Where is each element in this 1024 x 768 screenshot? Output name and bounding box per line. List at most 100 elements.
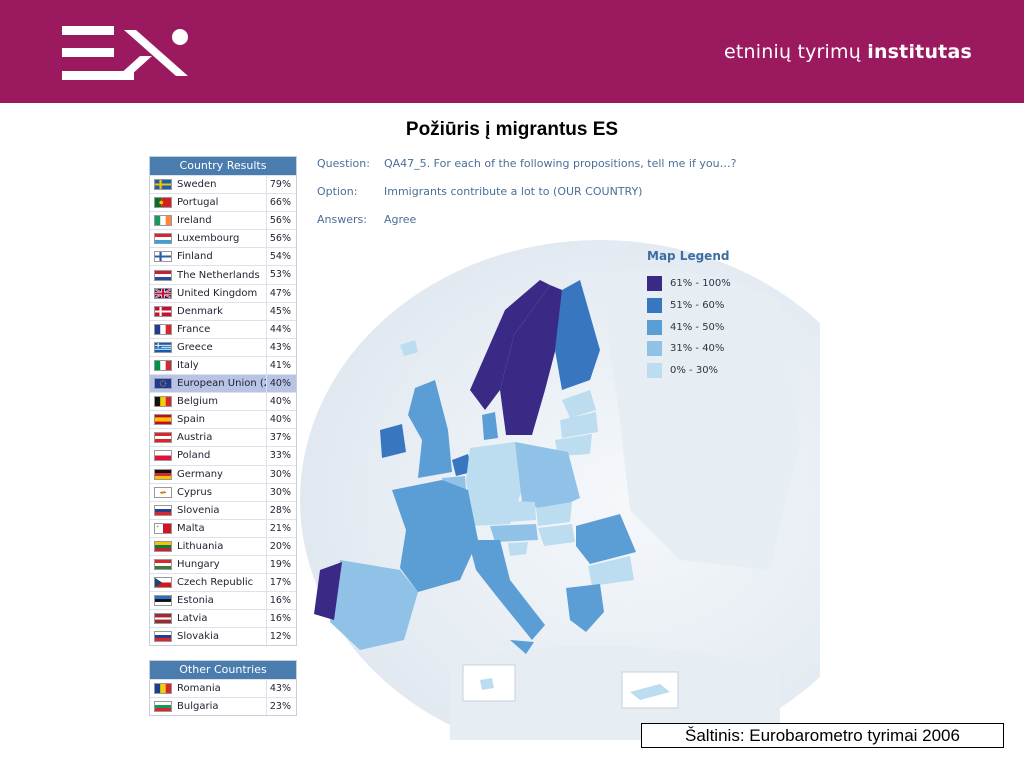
option-label: Option: (317, 185, 358, 198)
brand-bold: institutas (867, 41, 972, 63)
denmark-shape (482, 412, 498, 440)
denmark-flag-icon (154, 305, 172, 317)
country-value: 66% (266, 194, 296, 212)
country-name: Belgium (177, 396, 218, 408)
legend-swatch (647, 341, 662, 357)
ireland-flag-icon (154, 215, 172, 227)
table-row-european-union-25: European Union (25)40% (150, 374, 296, 393)
romania-shape (576, 514, 636, 564)
uk-shape (408, 380, 452, 478)
table-row-portugal: Portugal 66% (150, 193, 296, 212)
iceland-shape (400, 340, 418, 356)
country-name: Poland (177, 450, 211, 462)
country-name: European Union (25) (177, 378, 266, 390)
sicily-shape (510, 640, 534, 654)
country-value: 43% (266, 680, 296, 698)
norway-shape (470, 280, 550, 410)
slovenia-shape (508, 542, 528, 556)
page-title: Požiūris į migrantus ES (405, 119, 619, 140)
table-row-cyprus: Cyprus 30% (150, 482, 296, 501)
question-text: QA47_5. For each of the following propos… (384, 157, 737, 170)
slovakia-flag-icon (154, 631, 172, 643)
table-row-denmark: Denmark 45% (150, 301, 296, 320)
country-value: 12% (266, 628, 296, 646)
country-value: 37% (266, 429, 296, 447)
austria-shape (490, 524, 538, 542)
table-row-austria: Austria 37% (150, 428, 296, 447)
country-value: 30% (266, 465, 296, 483)
ex-logo-icon (62, 26, 188, 80)
country-value: 30% (266, 483, 296, 501)
bulgaria-shape (588, 556, 634, 586)
country-value: 16% (266, 592, 296, 610)
finland-shape (555, 280, 600, 390)
country-name: The Netherlands (177, 269, 260, 281)
france-flag-icon (154, 323, 172, 335)
table-row-spain: Spain 40% (150, 410, 296, 429)
country-name: Denmark (177, 305, 223, 317)
czech-republic-flag-icon (154, 577, 172, 589)
italy-shape (468, 540, 545, 640)
austria-flag-icon (154, 432, 172, 444)
country-name: Lithuania (177, 540, 224, 552)
answers-label: Answers: (317, 213, 367, 226)
country-name: Sweden (177, 179, 217, 191)
country-value: 44% (266, 320, 296, 338)
country-value: 53% (266, 266, 296, 284)
country-name: Germany (177, 468, 223, 480)
country-value: 41% (266, 356, 296, 375)
ireland-shape (380, 424, 406, 458)
table-row-sweden: Sweden 79% (150, 175, 296, 194)
legend-item: 31% - 40% (647, 338, 757, 360)
country-name: United Kingdom (177, 287, 258, 299)
source-note: Šaltinis: Eurobarometro tyrimai 2006 (641, 723, 1004, 748)
united-kingdom-flag-icon (154, 287, 172, 299)
country-name: Czech Republic (177, 577, 254, 589)
answers-text: Agree (384, 213, 417, 226)
country-value: 17% (266, 574, 296, 592)
country-name: Finland (177, 251, 213, 263)
brand-regular: etninių tyrimų (723, 41, 861, 63)
country-value: 33% (266, 447, 296, 465)
legend-label: 0% - 30% (670, 365, 719, 377)
latvia-shape (560, 412, 598, 438)
table-row-malta: Malta 21% (150, 518, 296, 537)
spain-shape (330, 560, 418, 650)
belgium-flag-icon (154, 396, 172, 408)
option-text: Immigrants contribute a lot to (OUR COUN… (384, 185, 643, 198)
table-row-slovakia: Slovakia 12% (150, 627, 296, 646)
malta-shape (480, 678, 494, 690)
table-row-lithuania: Lithuania 20% (150, 536, 296, 555)
country-name: France (177, 323, 211, 335)
country-results-header: Country Results (150, 157, 296, 175)
table-row-slovenia: Slovenia 28% (150, 500, 296, 519)
table-row-finland: Finland 54% (150, 247, 296, 266)
country-name: Hungary (177, 559, 220, 571)
poland-shape (515, 442, 580, 512)
estonia-shape (562, 390, 596, 418)
country-value: 40% (266, 375, 296, 393)
country-name: Greece (177, 341, 213, 353)
country-value: 45% (266, 302, 296, 320)
other-countries-header: Other Countries (150, 661, 296, 679)
table-row-poland: Poland 33% (150, 446, 296, 465)
country-results-table: Country Results Sweden 79% Portugal 66% Irel… (149, 156, 297, 647)
sweden-shape (500, 285, 562, 435)
country-value: 56% (266, 212, 296, 230)
legend-label: 61% - 100% (670, 278, 731, 290)
hungary-flag-icon (154, 559, 172, 571)
country-value: 47% (266, 284, 296, 302)
european-union-25-flag-icon (154, 378, 172, 390)
netherlands-shape (452, 454, 472, 476)
table-row-hungary: Hungary 19% (150, 554, 296, 574)
country-name: Romania (177, 683, 221, 695)
greece-shape (566, 584, 604, 632)
the-netherlands-flag-icon (154, 269, 172, 281)
table-row-luxembourg: Luxembourg 56% (150, 229, 296, 248)
estonia-flag-icon (154, 595, 172, 607)
country-name: Slovakia (177, 631, 219, 643)
poland-flag-icon (154, 450, 172, 462)
luxembourg-flag-icon (154, 233, 172, 245)
country-value: 16% (266, 610, 296, 628)
